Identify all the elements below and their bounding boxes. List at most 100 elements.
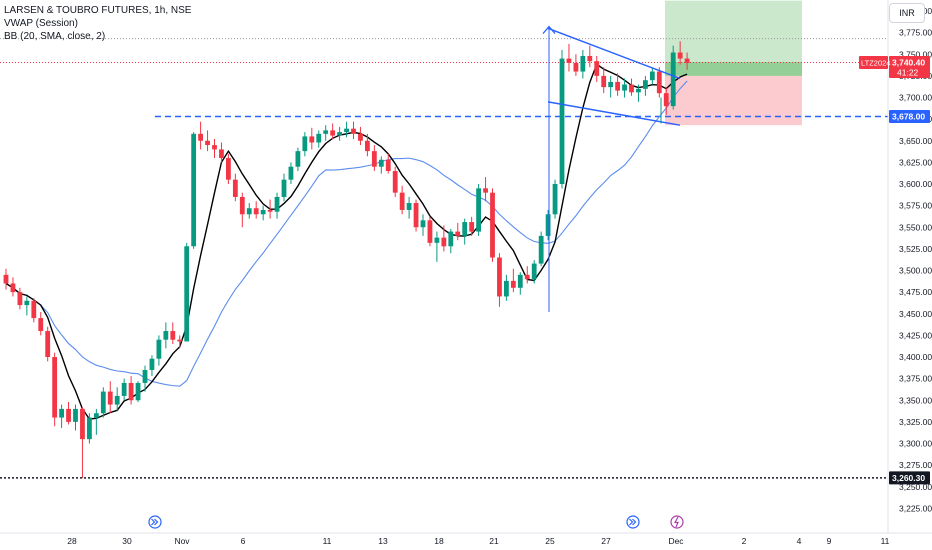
candle[interactable] xyxy=(490,188,495,262)
candle[interactable] xyxy=(517,272,523,295)
candle[interactable] xyxy=(337,126,342,141)
candle[interactable] xyxy=(38,312,44,336)
candle[interactable] xyxy=(239,192,245,228)
candle[interactable] xyxy=(274,192,280,219)
candle[interactable] xyxy=(281,173,287,202)
candle[interactable] xyxy=(608,75,614,98)
candle[interactable] xyxy=(358,126,363,146)
candle[interactable] xyxy=(232,173,238,202)
candle[interactable] xyxy=(3,268,9,290)
candle[interactable] xyxy=(566,43,572,72)
candle[interactable] xyxy=(107,381,113,414)
candle[interactable] xyxy=(226,153,231,184)
candle[interactable] xyxy=(45,326,51,362)
fast-forward-icon[interactable] xyxy=(148,515,162,529)
bb-legend-item[interactable]: BB (20, SMA, close, 2) xyxy=(4,31,106,42)
candle[interactable] xyxy=(128,376,134,405)
candle[interactable] xyxy=(59,404,64,428)
candle[interactable] xyxy=(504,274,509,301)
candle[interactable] xyxy=(643,75,648,96)
candle[interactable] xyxy=(385,153,391,174)
candle[interactable] xyxy=(378,156,384,174)
candle[interactable] xyxy=(191,132,197,249)
candle[interactable] xyxy=(670,45,676,110)
candle[interactable] xyxy=(10,277,16,297)
candle[interactable] xyxy=(219,142,224,163)
candle[interactable] xyxy=(288,162,294,184)
candle[interactable] xyxy=(573,54,579,76)
candle[interactable] xyxy=(469,216,475,236)
candle[interactable] xyxy=(80,407,85,479)
candle[interactable] xyxy=(351,121,356,140)
candle[interactable] xyxy=(559,49,565,189)
price-tag-3678-bg[interactable] xyxy=(889,110,930,124)
candle[interactable] xyxy=(365,133,370,157)
symbol-title[interactable]: LARSEN & TOUBRO FUTURES, 1h, NSE xyxy=(4,5,192,16)
candle[interactable] xyxy=(212,139,217,159)
candle[interactable] xyxy=(441,225,447,252)
candle[interactable] xyxy=(316,130,322,148)
candle[interactable] xyxy=(531,260,537,284)
candle[interactable] xyxy=(87,413,92,444)
candle[interactable] xyxy=(427,216,433,247)
candle[interactable] xyxy=(476,184,481,236)
channel-upper-line[interactable] xyxy=(547,27,681,80)
candle[interactable] xyxy=(615,73,620,96)
candle[interactable] xyxy=(483,177,488,202)
candle[interactable] xyxy=(253,201,259,219)
symbol-tag-bg[interactable] xyxy=(859,56,888,70)
candle[interactable] xyxy=(413,199,419,232)
candle[interactable] xyxy=(66,401,71,425)
vwap-legend-item[interactable]: VWAP (Session) xyxy=(4,18,78,29)
candle[interactable] xyxy=(663,87,669,115)
candle[interactable] xyxy=(135,381,141,402)
candle[interactable] xyxy=(677,41,683,65)
candle[interactable] xyxy=(434,231,440,262)
candle[interactable] xyxy=(524,266,530,284)
candle[interactable] xyxy=(295,147,301,172)
candle[interactable] xyxy=(684,52,690,70)
candle[interactable] xyxy=(121,378,127,401)
price-tag-3260-bg[interactable] xyxy=(889,471,930,485)
candle[interactable] xyxy=(392,166,398,197)
candle[interactable] xyxy=(462,218,468,245)
candle[interactable] xyxy=(636,84,641,102)
candle[interactable] xyxy=(587,45,593,68)
candle[interactable] xyxy=(267,199,273,219)
candle[interactable] xyxy=(448,228,454,254)
candle[interactable] xyxy=(601,67,607,94)
candle[interactable] xyxy=(17,287,23,310)
candle[interactable] xyxy=(656,67,662,98)
candle[interactable] xyxy=(406,196,412,219)
candle[interactable] xyxy=(302,132,308,157)
candle[interactable] xyxy=(246,203,252,219)
candle[interactable] xyxy=(399,185,405,215)
candle[interactable] xyxy=(198,121,203,150)
candle[interactable] xyxy=(142,365,148,392)
candle[interactable] xyxy=(31,298,37,323)
candle[interactable] xyxy=(73,404,78,431)
candle[interactable] xyxy=(309,127,315,150)
candle[interactable] xyxy=(100,387,106,418)
channel-lower-line[interactable] xyxy=(547,101,681,126)
candle[interactable] xyxy=(170,322,176,345)
candle[interactable] xyxy=(649,67,655,85)
candle[interactable] xyxy=(205,130,210,152)
candle[interactable] xyxy=(330,123,336,140)
candle[interactable] xyxy=(163,322,169,349)
candle[interactable] xyxy=(184,242,190,342)
candle[interactable] xyxy=(52,352,58,427)
candle[interactable] xyxy=(497,253,502,307)
candle[interactable] xyxy=(371,145,377,172)
last-price-tag-bg[interactable] xyxy=(889,56,930,79)
candle[interactable] xyxy=(156,335,162,366)
currency-button[interactable]: INR xyxy=(889,3,925,23)
candle[interactable] xyxy=(552,179,558,219)
candle[interactable] xyxy=(545,209,551,241)
candle[interactable] xyxy=(177,335,183,349)
candle[interactable] xyxy=(344,121,349,138)
candle[interactable] xyxy=(93,408,99,435)
candle[interactable] xyxy=(580,49,586,79)
candle[interactable] xyxy=(260,205,266,221)
lightning-icon[interactable] xyxy=(670,515,684,529)
